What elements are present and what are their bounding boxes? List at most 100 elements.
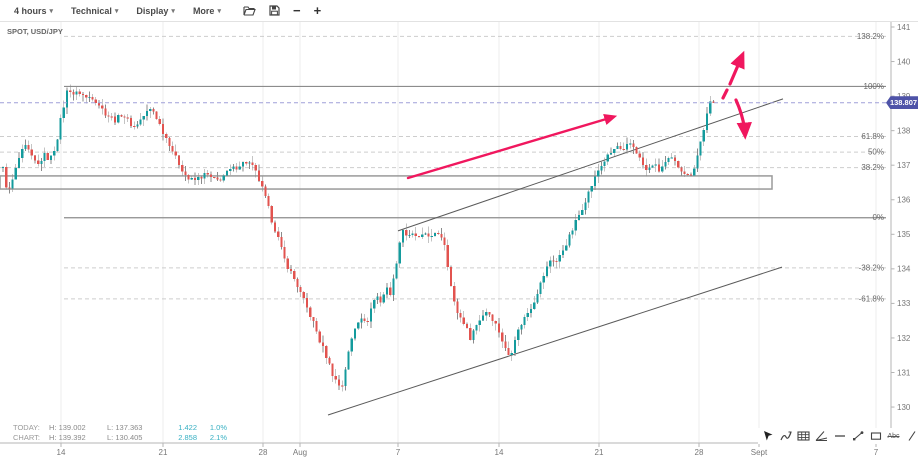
x-tick-label: 7 <box>874 448 879 457</box>
candle <box>654 164 657 166</box>
zoom-in-button[interactable]: + <box>313 2 322 18</box>
candle <box>385 287 389 295</box>
candle <box>72 92 75 95</box>
candle <box>613 148 616 154</box>
candle <box>382 294 385 303</box>
save-icon[interactable] <box>269 5 280 16</box>
x-tick-label: Sept <box>751 448 768 457</box>
rectangle-tool-icon[interactable] <box>869 430 882 443</box>
candle <box>526 312 529 318</box>
candle <box>85 95 88 98</box>
pointer-tool-icon[interactable] <box>761 430 774 443</box>
candle <box>11 179 14 189</box>
support-resistance-box[interactable] <box>0 175 773 190</box>
candle <box>75 91 78 95</box>
fib-level-label: 61.8% <box>861 132 884 141</box>
candle <box>693 168 696 176</box>
candle <box>408 234 411 236</box>
elbow-line-tool-icon[interactable] <box>779 430 792 443</box>
technical-dropdown[interactable]: Technical ▾ <box>71 6 118 16</box>
today-low: 137.363 <box>115 423 143 432</box>
candle <box>699 141 702 156</box>
candle <box>277 231 280 238</box>
candle <box>677 161 680 168</box>
candle <box>165 134 168 139</box>
open-folder-icon[interactable] <box>243 5 256 16</box>
candle <box>206 172 209 175</box>
candle <box>229 168 232 171</box>
candle <box>110 116 113 118</box>
chart-high: 139.392 <box>58 432 86 442</box>
display-dropdown[interactable]: Display ▾ <box>136 6 175 16</box>
y-tick-label: 136 <box>897 196 911 205</box>
angle-lines-tool-icon[interactable] <box>815 430 828 443</box>
candle <box>485 312 488 316</box>
candle <box>289 268 293 272</box>
candle <box>24 144 27 150</box>
candle <box>46 152 49 161</box>
candle <box>184 171 187 175</box>
chart-change-pct: 2.1% <box>209 432 227 442</box>
candle <box>395 263 398 279</box>
candle <box>113 116 117 123</box>
candle <box>305 298 309 308</box>
arrow-tail-fragment[interactable] <box>721 88 729 100</box>
candle <box>302 291 305 299</box>
grid-tool-icon[interactable] <box>797 430 810 443</box>
x-tick-label: 28 <box>259 448 268 457</box>
candle <box>657 164 661 172</box>
y-tick-label: 133 <box>897 299 911 308</box>
candle <box>14 167 17 180</box>
candle <box>510 352 513 355</box>
text-tool-icon[interactable]: Abc <box>887 432 900 440</box>
timeframe-dropdown[interactable]: 4 hours ▾ <box>14 6 53 16</box>
candle <box>680 167 683 172</box>
candle <box>421 234 424 237</box>
candle <box>632 143 635 148</box>
diagonal-line-tool-icon[interactable] <box>905 430 918 443</box>
candle <box>152 108 155 112</box>
candle <box>174 151 177 156</box>
candle <box>648 167 651 171</box>
candle <box>350 338 353 352</box>
top-toolbar: 4 hours ▾ Technical ▾ Display ▾ More ▾ −… <box>0 0 918 22</box>
candle <box>360 318 363 323</box>
today-change-pct: 1.0% <box>209 423 227 432</box>
big-trend-arrow[interactable] <box>406 113 618 180</box>
candle <box>270 205 273 223</box>
channel-lower-trendline[interactable] <box>327 266 783 416</box>
chevron-down-icon: ▾ <box>49 7 54 15</box>
candle <box>190 178 193 180</box>
candle <box>53 150 56 156</box>
candle <box>65 90 69 108</box>
candle <box>462 317 465 325</box>
channel-upper-trendline[interactable] <box>397 98 784 232</box>
candle <box>478 320 481 325</box>
candle <box>104 108 107 116</box>
candle <box>366 320 369 322</box>
drawing-toolbar: Abc | × <box>758 428 918 444</box>
up-breakout-arrow[interactable] <box>728 50 745 86</box>
x-tick-label: 21 <box>159 448 168 457</box>
zoom-out-button[interactable]: − <box>292 2 301 18</box>
down-rejection-arrow[interactable] <box>734 98 752 140</box>
candle <box>568 234 571 246</box>
candle <box>635 147 638 154</box>
timeframe-label: 4 hours <box>14 5 47 16</box>
candle <box>264 186 267 196</box>
fib-level-label: -61.8% <box>859 294 884 303</box>
more-dropdown[interactable]: More ▾ <box>193 6 221 16</box>
fib-level-label: 0% <box>872 213 884 222</box>
candle <box>411 233 414 235</box>
chart-label: CHART: <box>13 432 40 442</box>
candle <box>120 115 123 117</box>
fib-level-label: 38.2% <box>861 163 884 172</box>
candle <box>168 138 171 147</box>
candle <box>126 117 129 119</box>
trend-line-tool-icon[interactable] <box>851 430 864 443</box>
candle <box>449 267 453 286</box>
candle <box>177 155 181 166</box>
candle <box>440 233 443 238</box>
candle <box>533 302 536 309</box>
horizontal-line-tool-icon[interactable] <box>833 430 846 443</box>
